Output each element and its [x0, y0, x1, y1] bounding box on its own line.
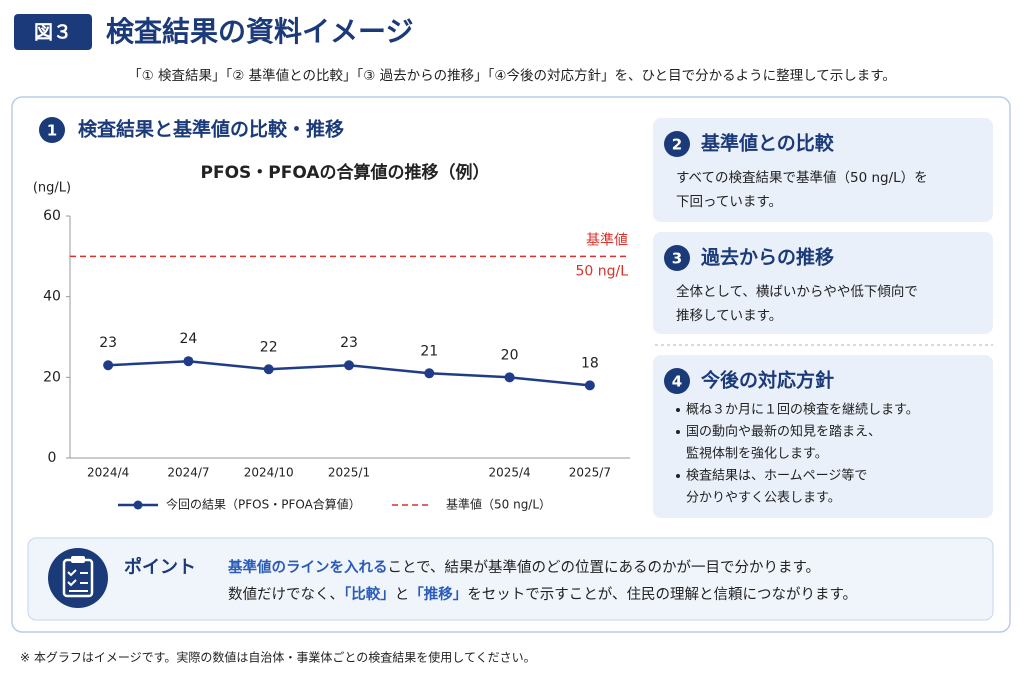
panel-text: すべての検査結果で基準値（50 ng/L）を — [676, 169, 928, 186]
data-point — [183, 356, 194, 367]
panel — [653, 232, 993, 334]
x-tick-label: 2025/7 — [569, 466, 611, 480]
point-text-segment: をセットで示すことが、住民の理解と信頼につながります。 — [467, 586, 857, 603]
x-tick-label: 2025/1 — [328, 466, 370, 480]
legend-label: 今回の結果（PFOS・PFOA合算値） — [166, 497, 361, 512]
section-title: 検査結果と基準値の比較・推移 — [78, 118, 344, 141]
data-label: 20 — [501, 347, 519, 363]
point-text: 数値だけでなく、「比較」と「推移」をセットで示すことが、住民の理解と信頼につなが… — [228, 585, 857, 603]
number-circle — [664, 131, 690, 157]
badge-text: 図３ — [34, 22, 72, 44]
subtitle: 「① 検査結果」「② 基準値との比較」「③ 過去からの推移」「④今後の対応方針」… — [128, 67, 896, 84]
data-point — [103, 360, 114, 371]
point-text-segment: ことで、結果が基準値のどの位置にあるのかが一目で分かります。 — [388, 559, 821, 576]
data-label: 22 — [260, 339, 278, 355]
data-point — [504, 372, 515, 383]
x-tick-label: 2024/10 — [244, 466, 294, 480]
data-label: 21 — [420, 343, 438, 359]
panel-text: 分かりやすく公表します。 — [686, 491, 841, 506]
point-text-segment: 「推移」 — [409, 585, 467, 603]
y-tick-label: 0 — [48, 450, 57, 466]
x-tick-label: 2025/4 — [488, 466, 530, 480]
reference-label: 基準値 — [586, 231, 628, 248]
x-tick-label: 2024/7 — [167, 466, 209, 480]
panel-number: 4 — [672, 373, 682, 391]
data-label: 24 — [180, 331, 198, 347]
data-point — [263, 364, 274, 375]
section-number: 1 — [47, 122, 57, 140]
panel-text: 下回っています。 — [676, 194, 782, 210]
data-label: 23 — [340, 335, 358, 351]
panel-number: 2 — [672, 136, 682, 154]
point-box — [27, 537, 994, 621]
bullet — [676, 408, 680, 412]
number-circle — [664, 368, 690, 394]
chart-title: PFOS・PFOAの合算値の推移（例） — [201, 162, 490, 183]
panel-text: 推移しています。 — [676, 308, 782, 324]
point-text-segment: 数値だけでなく、 — [228, 586, 344, 603]
reference-label: 50 ng/L — [575, 263, 628, 279]
panel-title: 今後の対応方針 — [700, 369, 834, 392]
clipboard-icon — [48, 548, 108, 608]
point-text-segment: 基準値のラインを入れる — [227, 558, 388, 576]
panel-text: 概ね３か月に１回の検査を継続します。 — [686, 403, 919, 418]
x-tick-label: 2024/4 — [87, 466, 129, 480]
data-point — [344, 360, 354, 371]
data-label: 18 — [581, 355, 599, 371]
y-tick-label: 40 — [43, 289, 61, 305]
point-text: 基準値のラインを入れることで、結果が基準値のどの位置にあるのかが一目で分かります… — [227, 558, 820, 576]
bullet — [676, 474, 680, 478]
y-axis-label: (ng/L) — [33, 181, 71, 196]
panel — [653, 355, 993, 518]
legend-marker — [133, 500, 143, 510]
data-point — [424, 368, 435, 379]
page-title: 検査結果の資料イメージ — [106, 15, 413, 48]
panel-number: 3 — [672, 250, 682, 268]
y-tick-label: 20 — [43, 369, 61, 385]
panel-title: 過去からの推移 — [701, 246, 834, 269]
panel-title: 基準値との比較 — [700, 132, 835, 155]
point-text-segment: と — [395, 587, 410, 603]
legend-label: 基準値（50 ng/L） — [446, 497, 551, 512]
point-title: ポイント — [124, 556, 196, 578]
panel-text: 検査結果は、ホームページ等で — [686, 468, 867, 484]
footnote: ※ 本グラフはイメージです。実際の数値は自治体・事業体ごとの検査結果を使用してく… — [20, 650, 536, 665]
y-tick-label: 60 — [43, 208, 61, 224]
bullet — [676, 430, 680, 434]
number-circle — [664, 245, 690, 271]
panel-text: 全体として、横ばいからやや低下傾向で — [676, 283, 918, 300]
panel-text: 国の動向や最新の知見を踏まえ、 — [686, 424, 881, 440]
data-point — [584, 380, 595, 391]
panel — [653, 118, 993, 222]
badge — [14, 14, 92, 50]
point-text-segment: 「比較」 — [344, 585, 395, 603]
panel-text: 監視体制を強化します。 — [686, 446, 828, 462]
data-label: 23 — [99, 335, 117, 351]
number-circle — [39, 117, 65, 143]
